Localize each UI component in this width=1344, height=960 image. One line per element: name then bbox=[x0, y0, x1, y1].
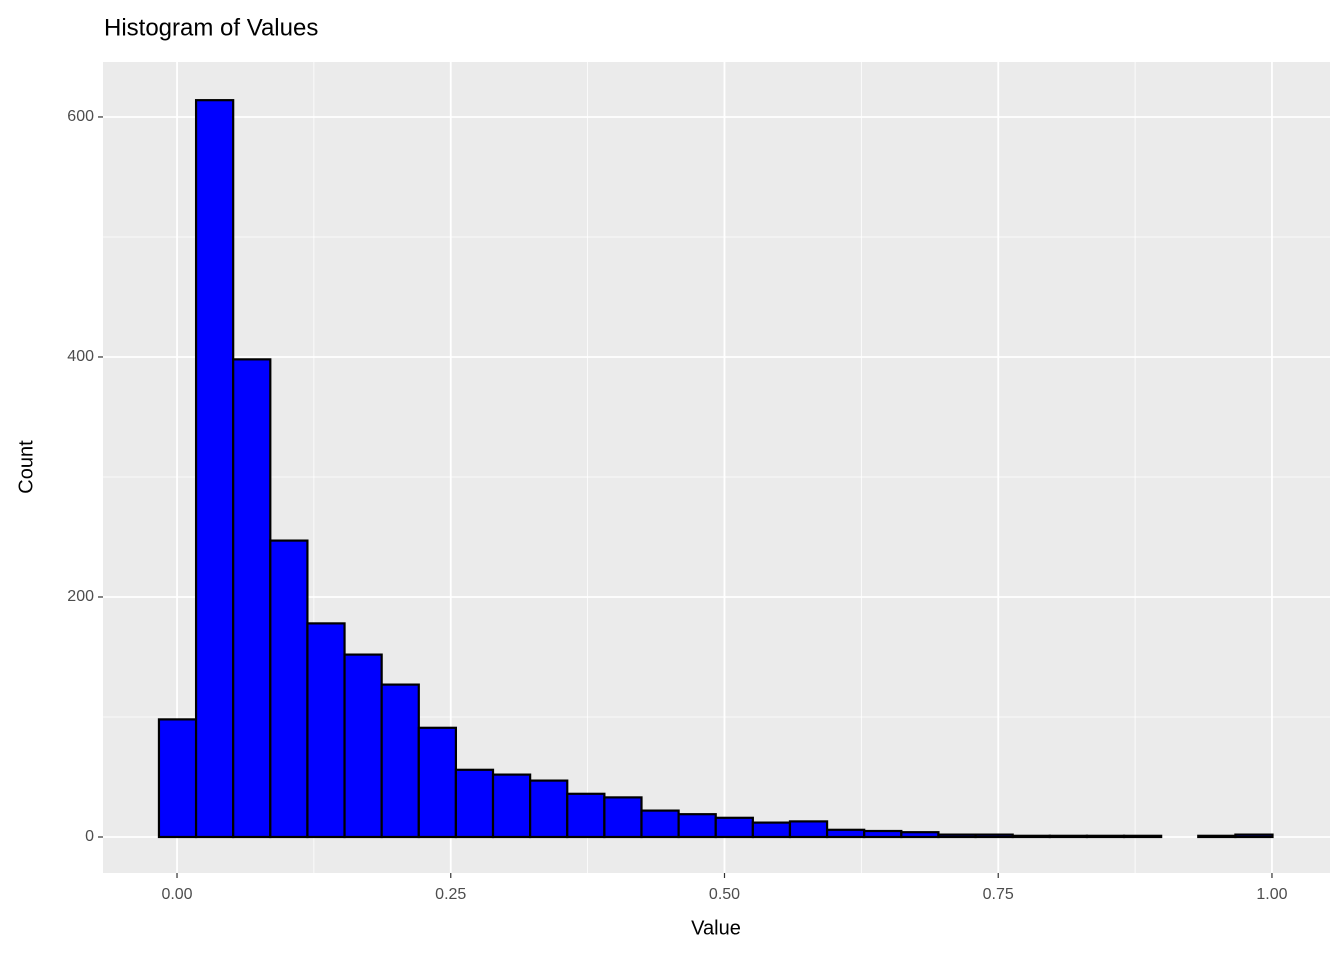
x-tick-label: 0.75 bbox=[983, 886, 1014, 903]
bar bbox=[343, 653, 383, 839]
x-axis-label: Value bbox=[691, 917, 741, 939]
y-tick-label: 200 bbox=[67, 588, 94, 605]
bar bbox=[751, 821, 792, 839]
bar bbox=[900, 831, 940, 839]
bar bbox=[306, 622, 346, 839]
y-tick-label: 0 bbox=[85, 828, 94, 845]
bar bbox=[194, 99, 235, 839]
chart-title: Histogram of Values bbox=[104, 14, 318, 41]
bar bbox=[566, 792, 606, 839]
x-tick-label: 1.00 bbox=[1256, 886, 1287, 903]
x-tick-label: 0.00 bbox=[161, 886, 192, 903]
bar bbox=[1085, 834, 1126, 839]
bar bbox=[1011, 834, 1051, 839]
bar bbox=[491, 773, 532, 839]
bar bbox=[269, 539, 309, 839]
bar bbox=[603, 796, 643, 839]
y-tick-label: 600 bbox=[67, 108, 94, 125]
bar bbox=[974, 833, 1014, 839]
bar bbox=[640, 809, 680, 839]
bar bbox=[863, 829, 903, 839]
x-tick-label: 0.50 bbox=[709, 886, 740, 903]
bar bbox=[1048, 834, 1089, 839]
bar bbox=[454, 768, 495, 839]
bar bbox=[529, 779, 569, 839]
y-tick-label: 400 bbox=[67, 348, 94, 365]
bar bbox=[788, 820, 829, 839]
bar bbox=[1197, 834, 1237, 839]
bar bbox=[380, 683, 420, 839]
bar bbox=[232, 358, 272, 839]
bar bbox=[937, 833, 977, 839]
bar bbox=[157, 718, 198, 839]
bar bbox=[714, 816, 754, 839]
bar bbox=[417, 726, 458, 839]
bar bbox=[1234, 833, 1274, 839]
bar bbox=[677, 813, 717, 839]
x-tick-label: 0.25 bbox=[435, 886, 466, 903]
bar bbox=[825, 828, 866, 839]
y-axis-label: Count bbox=[15, 440, 37, 494]
bar bbox=[1122, 834, 1163, 839]
